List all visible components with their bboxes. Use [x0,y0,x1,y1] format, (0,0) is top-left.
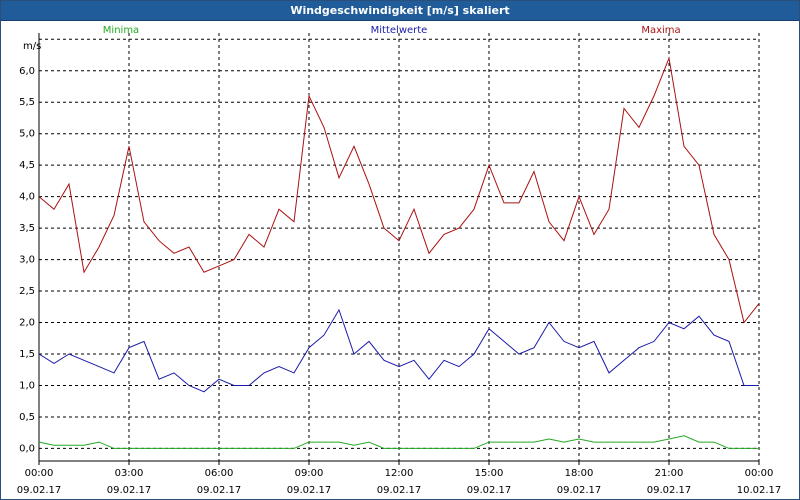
x-tick-time: 03:00 [115,468,144,479]
legend-maxima: Maxima [641,25,680,36]
window-title: Windgeschwindigkeit [m/s] skaliert [1,1,799,21]
x-tick-date: 09.02.17 [107,485,152,496]
y-tick-label: 2,0 [19,318,35,329]
series-line-maxima [38,56,760,324]
x-tick-time: 15:00 [475,468,504,479]
legend-mittelwerte: Mittelwerte [371,25,428,36]
x-tick-time: 00:00 [745,468,774,479]
x-tick-time: 21:00 [655,468,684,479]
labels: 0,0 0,5 1,0 1,5 2,0 2,5 3,0 3,5 4,0 4,5 5,0 5,5 6,0 0… [17,25,782,496]
y-tick-label: 2,5 [19,286,35,297]
y-tick-label: 0,5 [19,412,35,423]
y-tick-label: 4,0 [19,192,35,203]
x-tick-date: 09.02.17 [377,485,422,496]
axes [38,33,760,465]
x-tick-date: 09.02.17 [647,485,692,496]
y-axis-unit: m/s [23,41,41,52]
x-tick-date: 09.02.17 [17,485,62,496]
grid [38,33,760,461]
y-tick-label: 1,0 [19,380,35,391]
x-tick-time: 18:00 [565,468,594,479]
y-tick-label: 5,5 [19,97,35,108]
y-tick-label: 3,0 [19,255,35,266]
series-line-minima [38,435,759,449]
y-tick-label: 3,5 [19,223,35,234]
x-tick-date: 09.02.17 [287,485,332,496]
x-tick-date: 09.02.17 [557,485,602,496]
x-tick-time: 00:00 [25,468,54,479]
x-tick-time: 12:00 [385,468,414,479]
y-tick-label: 0,0 [19,443,35,454]
y-tick-label: 5,0 [19,129,35,140]
legend-minima: Minima [103,25,139,36]
series [38,56,760,449]
y-tick-label: 4,5 [19,160,35,171]
series-line-mittelwerte [38,308,759,393]
x-tick-time: 09:00 [295,468,324,479]
x-tick-date: 10.02.17 [737,485,782,496]
wind-speed-chart: 0,0 0,5 1,0 1,5 2,0 2,5 3,0 3,5 4,0 4,5 5,0 5,5 6,0 0… [1,21,799,499]
x-tick-date: 09.02.17 [467,485,512,496]
y-tick-label: 6,0 [19,66,35,77]
y-tick-label: 1,5 [19,349,35,360]
x-tick-time: 06:00 [205,468,234,479]
x-tick-date: 09.02.17 [197,485,242,496]
